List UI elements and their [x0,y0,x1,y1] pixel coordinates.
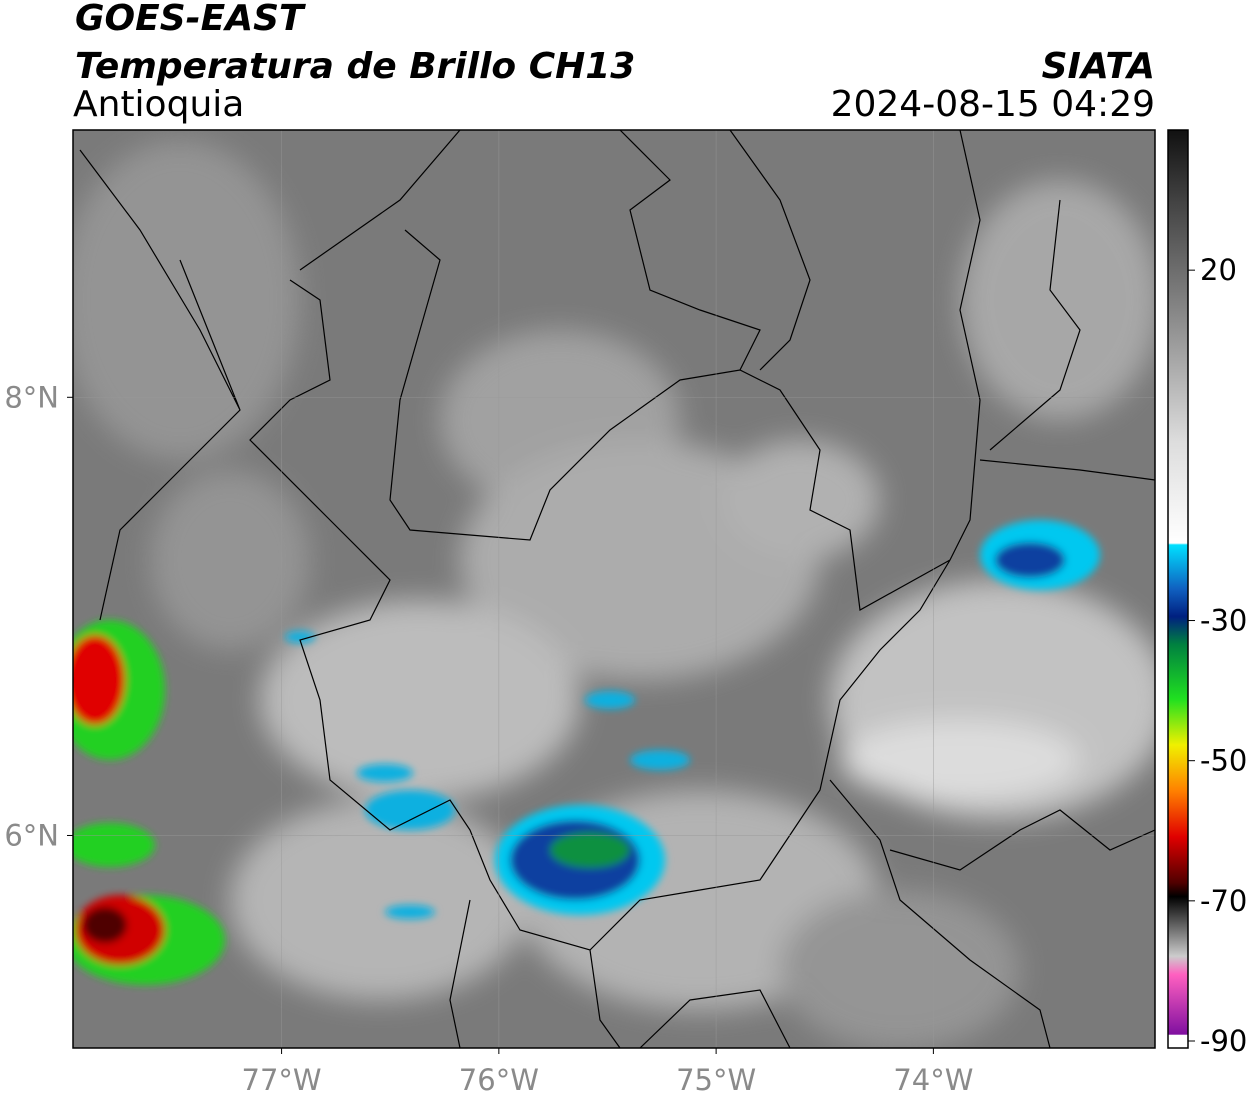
title: GOES-EAST [75,0,306,39]
y-tick-label: 8°N [4,380,59,414]
x-tick-label: 75°W [676,1063,756,1097]
x-tick-label: 76°W [459,1063,539,1097]
datetime: 2024-08-15 04:29 [831,84,1155,125]
x-tick-label: 77°W [242,1063,322,1097]
subtitle: Temperatura de Brillo CH13 [75,46,635,87]
grid [73,130,1155,1048]
source: SIATA [1042,46,1155,87]
colorbar-tick-label: -50 [1200,744,1247,778]
map-frame [72,129,1156,1049]
colorbar-tick-label: -30 [1200,604,1247,638]
map-image [73,130,1155,1048]
region: Antioquia [73,84,244,125]
colorbar-tick-label: 20 [1200,253,1237,287]
colorbar-tick-label: -90 [1200,1024,1247,1058]
colorbar-tick-label: -70 [1200,884,1247,918]
y-tick-label: 6°N [4,818,59,852]
colorbar [1167,129,1189,1049]
x-tick-label: 74°W [893,1063,973,1097]
